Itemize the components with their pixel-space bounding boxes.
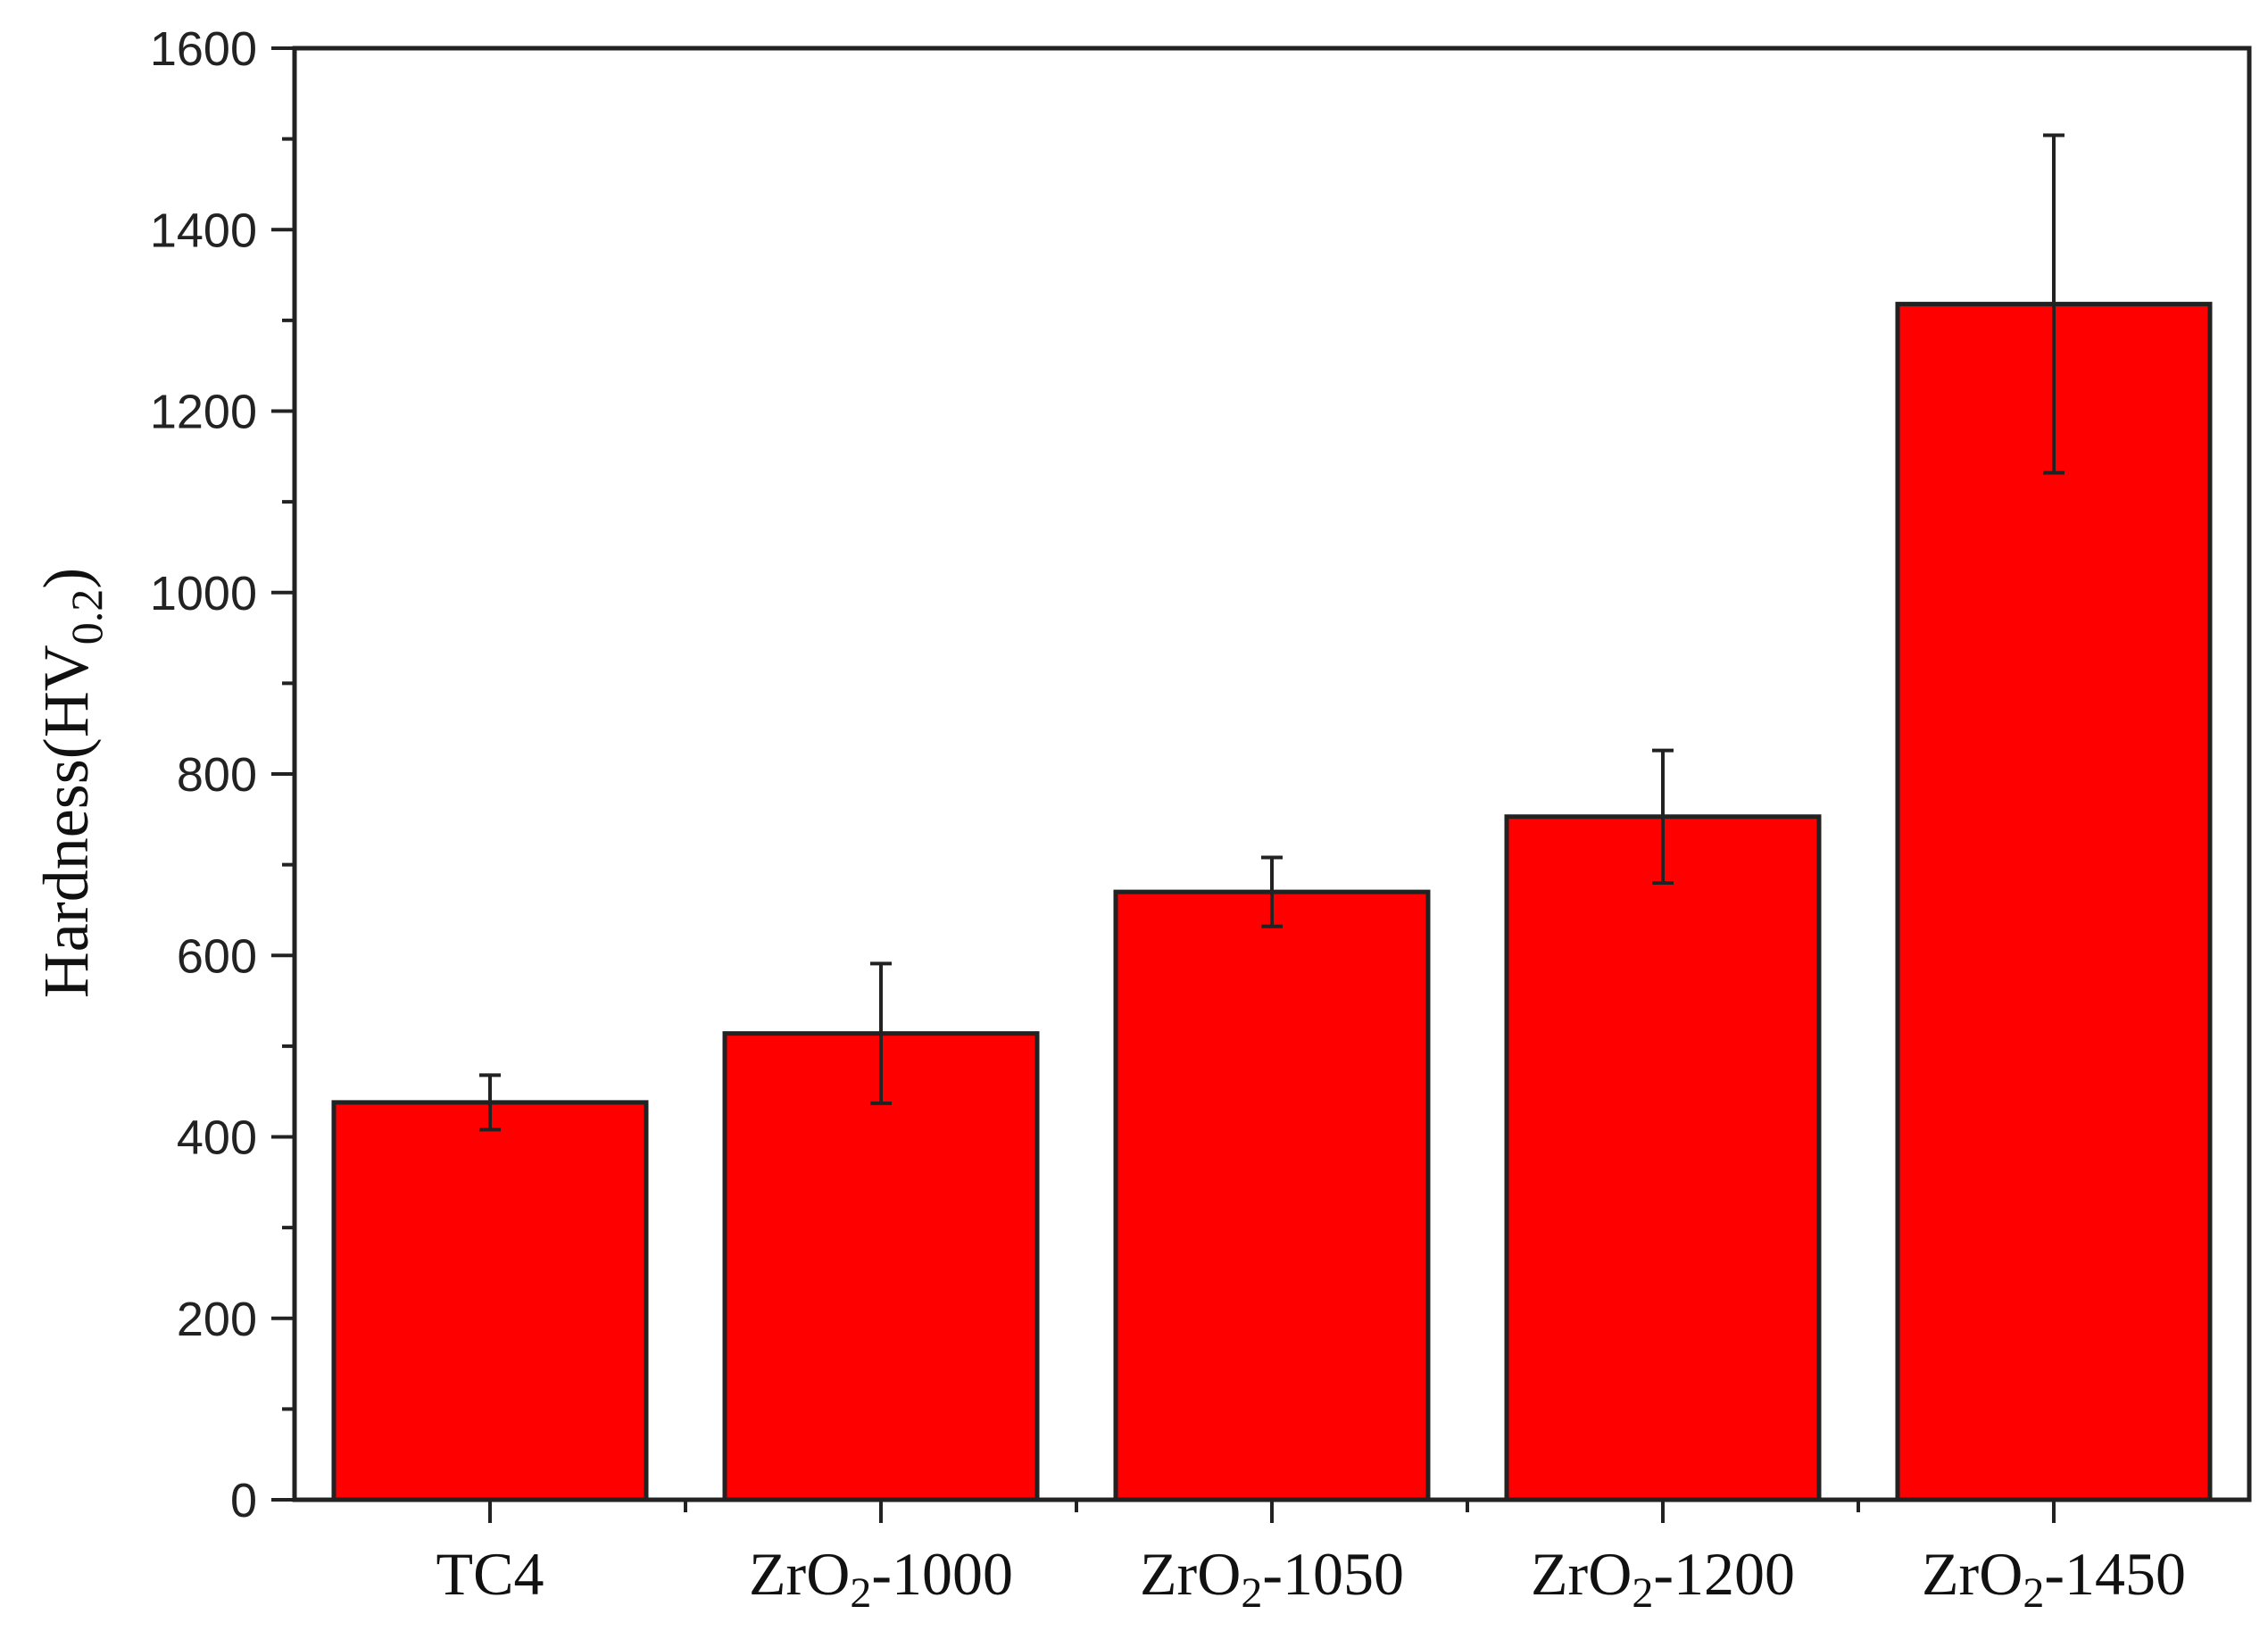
x-category-label: ZrO2-1450 [1922, 1540, 2186, 1617]
error-bar-2 [1261, 855, 1283, 928]
x-category-label: ZrO2-1000 [749, 1540, 1013, 1617]
bar-2 [1113, 889, 1431, 1502]
y-tick-label: 1400 [150, 204, 257, 257]
axes-layer [271, 46, 2252, 1523]
bar-4 [1895, 302, 2213, 1502]
y-tick-label: 800 [177, 748, 257, 802]
y-axis-title: Hardness(HV0.2) [30, 568, 112, 998]
error-bar-4 [2043, 133, 2064, 475]
y-tick-label: 1600 [150, 22, 257, 76]
x-category-label: TC4 [436, 1540, 544, 1608]
error-bar-0 [479, 1073, 501, 1132]
y-tick-label: 1000 [150, 567, 257, 620]
x-category-label: ZrO2-1050 [1140, 1540, 1404, 1617]
y-tick-label: 1200 [150, 386, 257, 439]
y-tick-label: 200 [177, 1293, 257, 1346]
labels-layer: 0 200 400 600 800 1000 1200 1400 1600 TC4 ZrO2-100… [30, 22, 2186, 1617]
bar-3 [1504, 814, 1822, 1502]
y-tick-label: 400 [177, 1111, 257, 1165]
error-bar-1 [870, 961, 892, 1105]
y-tick-label: 0 [230, 1474, 257, 1527]
error-bar-3 [1652, 748, 1674, 885]
bar-0 [331, 1100, 649, 1502]
error-bars-layer [479, 133, 2064, 1132]
x-category-label: ZrO2-1200 [1531, 1540, 1795, 1617]
y-tick-label: 600 [177, 929, 257, 983]
bar-1 [722, 1031, 1040, 1502]
